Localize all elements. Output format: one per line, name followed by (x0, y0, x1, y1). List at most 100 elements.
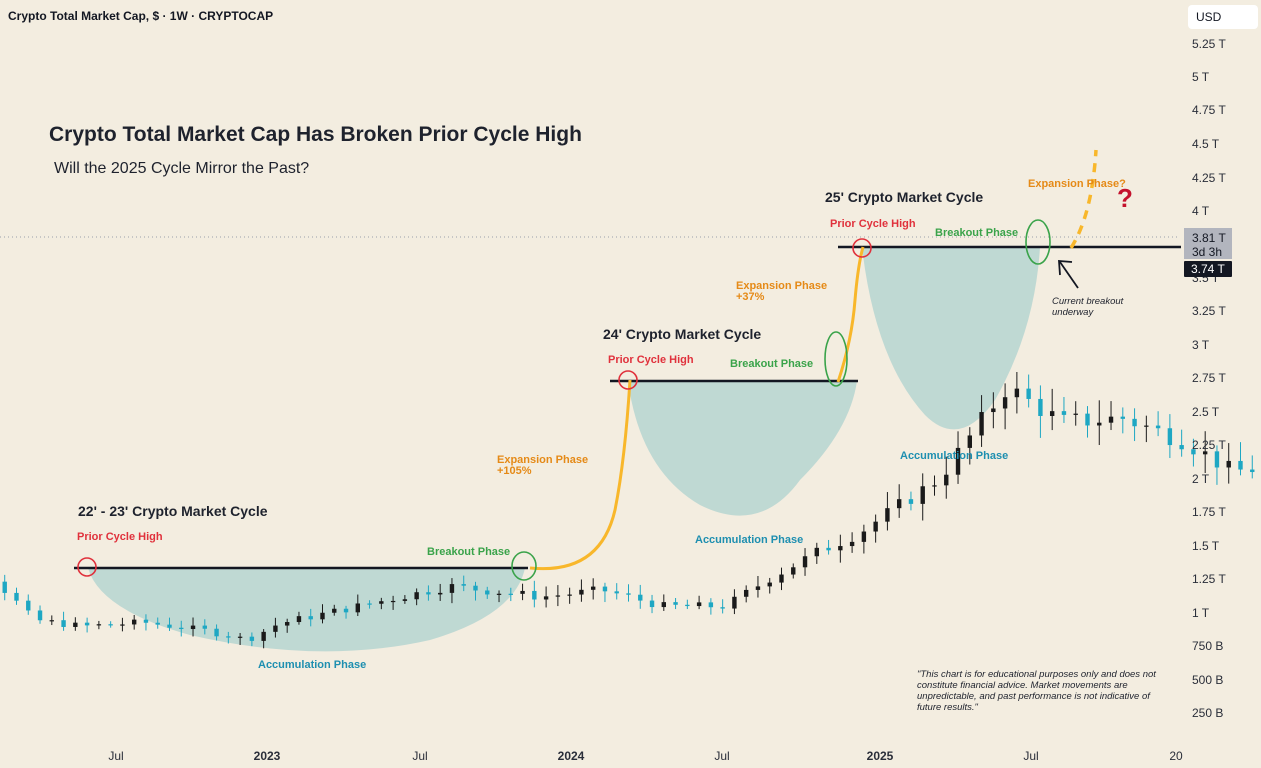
candle (1226, 443, 1231, 484)
y-tick-label: 1.75 T (1192, 505, 1226, 519)
candle (590, 578, 596, 600)
cycle-title-22-23: 22' - 23' Crypto Market Cycle (78, 503, 268, 519)
candle (1144, 415, 1149, 443)
y-tick-label: 3 T (1192, 338, 1210, 352)
candle (755, 575, 761, 598)
expansion-future-label: Expansion Phase? (1028, 178, 1126, 190)
candle (131, 615, 137, 630)
candle (26, 594, 31, 615)
candle (614, 583, 619, 600)
candle (1014, 371, 1020, 414)
candle (1191, 438, 1196, 467)
breakout-label-25: Breakout Phase (935, 227, 1018, 239)
candle (320, 604, 325, 624)
y-tick-label: 4.25 T (1192, 171, 1226, 185)
candle (485, 586, 490, 599)
candle (367, 600, 372, 609)
candle (885, 492, 890, 531)
candle (1120, 407, 1125, 434)
page-subtitle: Will the 2025 Cycle Mirror the Past? (54, 160, 310, 177)
cycle-title-24: 24' Crypto Market Cycle (603, 326, 761, 342)
candle (308, 608, 313, 627)
candle (390, 595, 396, 610)
candle (96, 620, 102, 630)
candle (626, 584, 631, 602)
candle (743, 585, 749, 603)
candle (1108, 401, 1114, 431)
cycle-title-25: 25' Crypto Market Cycle (825, 189, 983, 205)
current-breakout-label-line1: Current breakout (1052, 296, 1124, 307)
candle (1202, 431, 1208, 474)
symbol-header[interactable]: Crypto Total Market Cap, $ · 1W · CRYPTO… (8, 9, 274, 23)
candle (190, 617, 196, 637)
y-tick-label: 5.25 T (1192, 37, 1226, 51)
y-tick-label: 5 T (1192, 70, 1210, 84)
candle (14, 587, 19, 605)
y-tick-label: 4.5 T (1192, 137, 1220, 151)
breakout-ellipse-22-23 (511, 551, 537, 581)
basin-cycle-25 (862, 247, 1040, 430)
candle (873, 514, 878, 543)
candle (437, 583, 443, 601)
candle (520, 583, 525, 601)
y-tick-label: 3.25 T (1192, 304, 1226, 318)
y-tick-label: 500 B (1192, 673, 1223, 687)
expansion-pct-25: +37% (736, 291, 765, 303)
candle (896, 484, 902, 518)
x-tick-label: Jul (108, 749, 123, 763)
candle (284, 618, 290, 633)
candle (273, 617, 278, 638)
accumulation-label-25: Accumulation Phase (900, 450, 1008, 462)
candle (732, 589, 737, 615)
candle (673, 597, 678, 610)
expansion-curve-future (1069, 149, 1098, 249)
candle (179, 620, 184, 637)
y-tick-label: 2.5 T (1192, 405, 1220, 419)
candle (1085, 406, 1090, 438)
candle (767, 577, 772, 594)
candle (1238, 442, 1243, 476)
y-tick-label: 2 T (1192, 472, 1210, 486)
candle (1073, 401, 1078, 426)
candle (167, 617, 172, 631)
y-tick-label: 2.75 T (1192, 371, 1226, 385)
y-tick-label: 4 T (1192, 204, 1210, 218)
candle (967, 427, 972, 465)
candle (37, 605, 43, 624)
candle (296, 611, 302, 625)
disclaimer: "This chart is for educational purposes … (917, 669, 1156, 713)
candle (2, 574, 7, 601)
breakout-ellipse-24 (824, 331, 848, 387)
candle (379, 597, 384, 610)
candle (249, 632, 255, 647)
candle (1026, 374, 1031, 408)
candle (1097, 400, 1102, 446)
candle (944, 456, 949, 499)
candle (779, 567, 784, 591)
page-title: Crypto Total Market Cap Has Broken Prior… (49, 123, 582, 146)
prior-high-circle-24 (618, 370, 638, 390)
level-price-value: 3.74 T (1191, 262, 1225, 276)
accumulation-label-22-23: Accumulation Phase (258, 659, 366, 671)
candle (814, 542, 819, 564)
candle (685, 599, 690, 610)
candle (155, 617, 160, 629)
candle (1167, 414, 1173, 459)
candle (567, 587, 572, 604)
candle (979, 395, 984, 447)
breakout-label-22-23: Breakout Phase (427, 546, 510, 558)
candle (708, 598, 714, 615)
x-tick-label: Jul (714, 749, 729, 763)
x-tick-label: 2024 (558, 749, 585, 763)
question-mark: ? (1117, 183, 1133, 213)
candle (861, 524, 867, 554)
basin-cycle-22-23 (88, 568, 525, 652)
y-tick-label: 250 B (1192, 706, 1223, 720)
candle (1179, 429, 1184, 457)
candle (1132, 408, 1137, 442)
candle (343, 605, 349, 619)
last-price-value: 3.81 T (1192, 231, 1226, 245)
currency-button[interactable]: USD (1188, 5, 1258, 29)
candle (461, 575, 466, 592)
prior-high-label-22-23: Prior Cycle High (77, 531, 163, 543)
